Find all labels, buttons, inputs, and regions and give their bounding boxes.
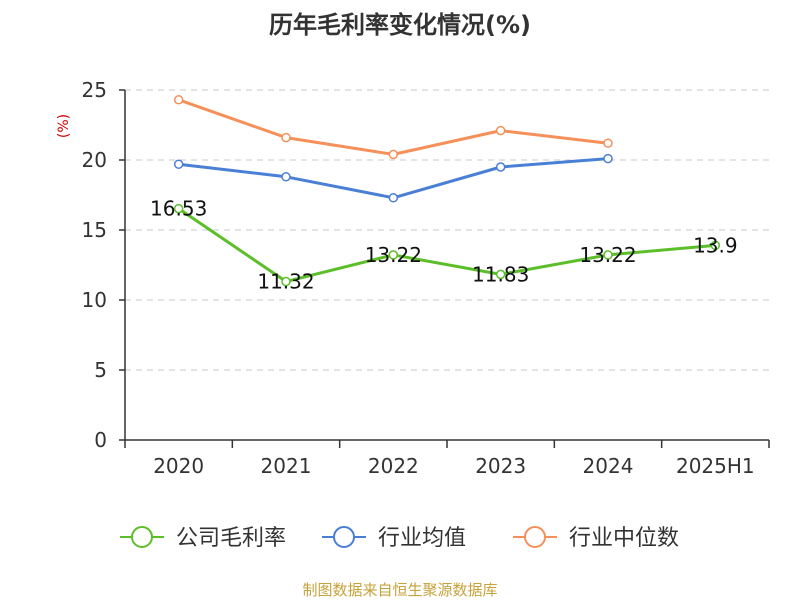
data-point	[710, 240, 721, 251]
data-label: 11.83	[472, 262, 529, 286]
data-label: 16.53	[150, 197, 207, 221]
source-note: 制图数据来自恒生聚源数据库	[302, 581, 497, 599]
data-point	[603, 138, 613, 148]
data-point	[495, 269, 506, 280]
data-point	[495, 125, 506, 136]
series-group	[173, 95, 721, 287]
y-tick-label: 0	[94, 428, 107, 452]
y-axis-label: (%)	[56, 114, 72, 138]
data-point	[388, 250, 399, 260]
legend-marker	[333, 526, 355, 548]
data-point	[173, 159, 184, 169]
data-labels: 16.53 11.32 13.22 11.83 13.22 13.9	[150, 197, 738, 294]
chart-title: 历年毛利率变化情况(%)	[269, 11, 531, 39]
data-label: 13.9	[693, 233, 738, 257]
y-tick-label: 25	[82, 78, 107, 102]
x-tick-label: 2022	[368, 454, 419, 478]
data-point	[388, 149, 399, 160]
data-point	[388, 193, 399, 203]
data-point	[495, 162, 506, 172]
series-line	[178, 157, 609, 200]
data-point	[281, 276, 291, 287]
x-tick-labels: 2020 2021 2022 2023 2024 2025H1	[153, 454, 754, 478]
y-tick-label: 5	[94, 358, 107, 382]
data-label: 11.32	[257, 270, 314, 294]
grid-lines	[125, 89, 769, 371]
y-tick-label: 20	[82, 148, 107, 172]
x-tick-label: 2023	[475, 454, 526, 478]
legend-label: 行业中位数	[569, 526, 679, 551]
x-tick-label: 2020	[153, 454, 204, 478]
series-line	[178, 98, 609, 156]
legend-label: 行业均值	[378, 526, 466, 551]
series-line	[177, 207, 716, 284]
x-tick-label: 2024	[583, 454, 634, 478]
legend-item: 公司毛利率	[120, 526, 286, 551]
data-point	[603, 250, 613, 260]
data-point	[281, 172, 291, 182]
legend-marker	[524, 526, 546, 548]
x-tick-label: 2025H1	[676, 454, 755, 478]
legend-marker	[131, 526, 153, 548]
legend-label: 公司毛利率	[176, 526, 286, 551]
legend-item: 行业中位数	[513, 526, 679, 551]
data-label: 13.22	[579, 243, 636, 267]
data-point	[603, 153, 613, 164]
x-tick-label: 2021	[261, 454, 312, 478]
data-point	[173, 203, 184, 214]
data-point	[281, 132, 291, 143]
data-point	[173, 95, 184, 105]
y-tick-labels: 0 5 10 15 20 25	[82, 78, 107, 452]
axes	[119, 89, 770, 448]
legend-item: 行业均值	[322, 526, 466, 551]
y-tick-label: 10	[82, 288, 107, 312]
data-label: 13.22	[365, 243, 422, 267]
legend: 公司毛利率 行业均值 行业中位数	[120, 526, 679, 551]
y-tick-label: 15	[82, 218, 107, 242]
